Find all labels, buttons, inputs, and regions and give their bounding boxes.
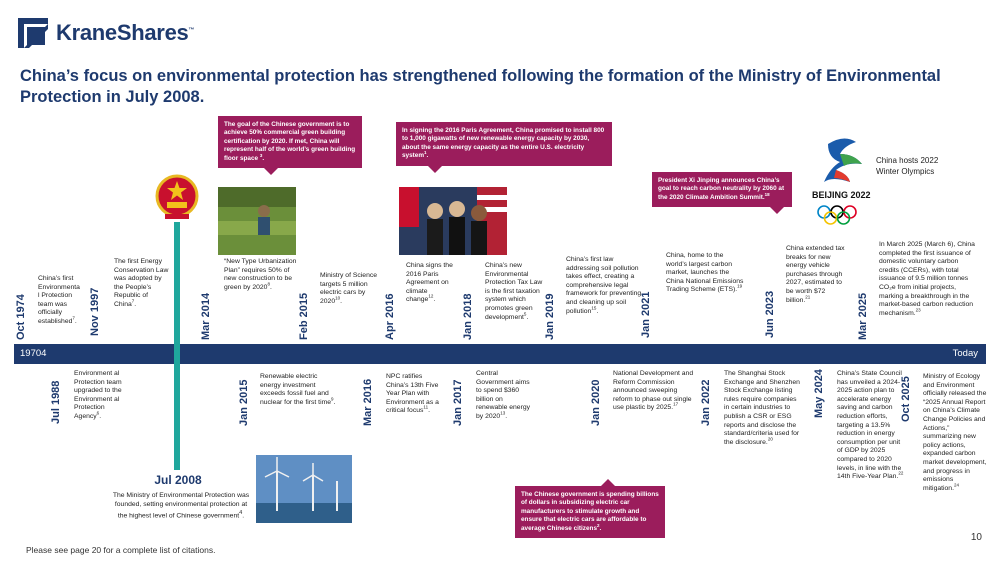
timeline-bar: 19704 Today bbox=[14, 344, 986, 364]
event-date: Jan 2018 bbox=[462, 293, 474, 340]
callout-ev-subsidy: The Chinese government is spending billi… bbox=[515, 478, 665, 539]
event-text: Ministry of Ecology and Environment offi… bbox=[923, 373, 987, 492]
event-date: Jan 2022 bbox=[700, 379, 712, 426]
event-date: Oct 2025 bbox=[900, 376, 912, 422]
olympics-wordmark: BEIJING 2022 bbox=[812, 190, 871, 200]
event-date: Apr 2016 bbox=[384, 293, 396, 340]
event-date: Jan 2015 bbox=[238, 379, 250, 426]
kraneshares-logo: KraneShares™ bbox=[18, 18, 194, 48]
logo-wordmark: KraneShares™ bbox=[56, 20, 195, 45]
event-text: China’s new Environmental Protection Tax… bbox=[485, 262, 543, 321]
event-text: The Shanghai Stock Exchange and Shenzhen… bbox=[724, 370, 800, 446]
event-date: Jan 2017 bbox=[452, 379, 464, 426]
event-text: In March 2025 (March 6), China completed… bbox=[879, 241, 975, 317]
timeline-start-label: 19704 bbox=[20, 348, 47, 359]
event-date: Mar 2025 bbox=[857, 292, 869, 340]
green-building-photo bbox=[218, 187, 296, 255]
event-text: Ministry of Science targets 5 million el… bbox=[320, 272, 378, 305]
olympics-caption: China hosts 2022 Winter Olympics bbox=[876, 156, 939, 176]
event-text: Central Government aims to spend $360 bi… bbox=[476, 370, 531, 420]
timeline-end-label: Today bbox=[952, 348, 978, 359]
event-date: Jun 2023 bbox=[764, 290, 776, 338]
event-text: China extended tax breaks for new energy… bbox=[786, 245, 845, 304]
kraneshares-logo-icon bbox=[18, 18, 48, 48]
event-date: Jul 1988 bbox=[50, 380, 62, 424]
event-text: Renewable electric energy investment exc… bbox=[260, 373, 336, 406]
milestone-date: Jul 2008 bbox=[154, 473, 202, 487]
event-text: China, home to the world’s largest carbo… bbox=[666, 252, 744, 294]
event-text: NPC ratifies China’s 13th Five Year Plan… bbox=[386, 373, 439, 415]
event-date: Oct 1974 bbox=[15, 294, 27, 340]
event-date: Mar 2016 bbox=[362, 378, 374, 426]
event-date: May 2024 bbox=[813, 369, 825, 418]
event-date: Nov 1997 bbox=[89, 287, 101, 336]
paris-agreement-photo bbox=[399, 187, 507, 255]
milestone-text: The Ministry of Environmental Protection… bbox=[112, 492, 250, 520]
callout-paris-agreement: In signing the 2016 Paris Agreement, Chi… bbox=[396, 122, 612, 173]
event-text: “New Type Urbanization Plan” requires 50… bbox=[224, 258, 297, 291]
event-text: China signs the 2016 Paris Agreement on … bbox=[406, 262, 453, 304]
citation-footnote: Please see page 20 for a complete list o… bbox=[26, 545, 216, 555]
event-date: Jan 2019 bbox=[544, 293, 556, 340]
event-text: China’s first Environmenta l Protection … bbox=[38, 275, 80, 325]
event-text: Environment al Protection team upgraded … bbox=[74, 370, 122, 420]
page-number: 10 bbox=[970, 532, 982, 543]
event-text: National Development and Reform Commissi… bbox=[613, 370, 694, 412]
event-text: China’s State Council has unveiled a 202… bbox=[837, 370, 904, 481]
page-title: China’s focus on environmental protectio… bbox=[20, 67, 941, 106]
milestone-2008-line bbox=[174, 222, 180, 470]
wind-turbine-photo bbox=[256, 455, 352, 523]
beijing-2022-olympics-emblem: BEIJING 2022 bbox=[810, 132, 876, 228]
event-text: The first Energy Conservation Law was ad… bbox=[114, 258, 169, 308]
event-text: China’s first law addressing soil pollut… bbox=[566, 256, 642, 315]
event-date: Jan 2020 bbox=[590, 379, 602, 426]
callout-green-building: The goal of the Chinese government is to… bbox=[218, 116, 362, 176]
callout-carbon-neutrality: President Xi Jinping announces China’s g… bbox=[652, 172, 792, 215]
event-date: Feb 2015 bbox=[298, 292, 310, 340]
event-date: Jan 2021 bbox=[640, 291, 652, 338]
event-date: Mar 2014 bbox=[200, 292, 212, 340]
china-emblem-image bbox=[154, 172, 200, 222]
